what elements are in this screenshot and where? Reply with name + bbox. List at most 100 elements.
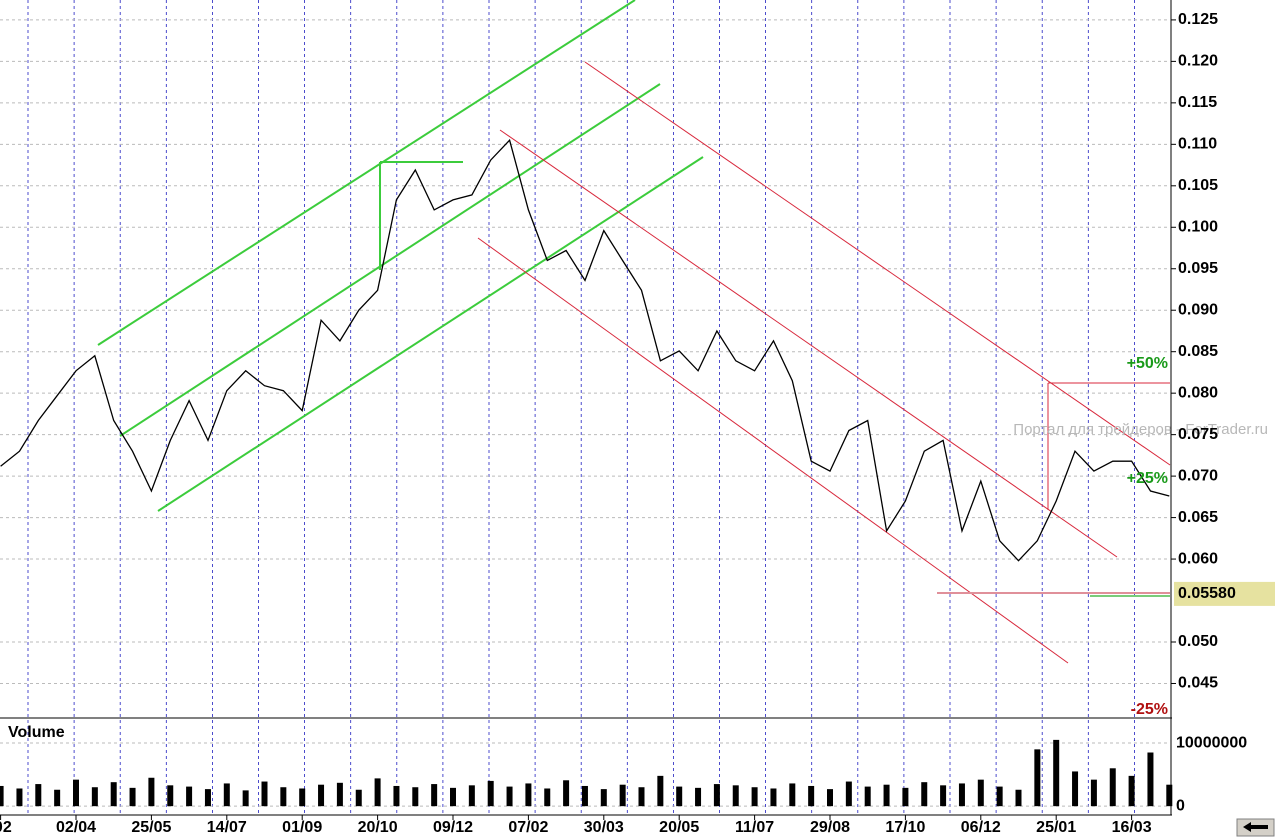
price-line [0, 138, 1170, 562]
volume-bar [1053, 739, 1060, 807]
green-channel [97, 0, 704, 512]
volume-bar [91, 787, 98, 807]
volume-bar [148, 777, 155, 807]
volume-bar [242, 790, 249, 807]
trend-line [499, 129, 1118, 558]
volume-bar [751, 787, 758, 807]
volume-bar [336, 782, 343, 807]
y-tick-label: 0.045 [1178, 675, 1218, 692]
arrow-icon[interactable] [1243, 822, 1268, 832]
y-tick-label: 0.095 [1178, 260, 1218, 277]
y-tick-label: 0.085 [1178, 343, 1218, 360]
y-tick-label: 0.080 [1178, 384, 1218, 401]
volume-bar [845, 781, 852, 807]
volume-bar [902, 787, 909, 807]
volume-bar [563, 780, 570, 807]
volume-bar [223, 783, 230, 807]
volume-bar [883, 784, 890, 807]
volume-bar [73, 779, 79, 807]
volume-bar [1015, 789, 1022, 807]
y-tick-label: 0.060 [1178, 550, 1218, 567]
volume-bar [280, 787, 287, 807]
volume-bar [186, 786, 193, 807]
marks [0, 138, 1173, 807]
red-channel [477, 61, 1171, 664]
volume-bar [638, 787, 645, 807]
x-tick-label: 01/09 [282, 819, 322, 836]
x-tick-label: /02 [0, 819, 12, 836]
volume-bar [468, 785, 475, 807]
annotation: +50% [1127, 355, 1168, 372]
y-tick-label: 0.100 [1178, 218, 1218, 235]
volume-bar [167, 785, 174, 807]
y-tick-label: 0.090 [1178, 301, 1218, 318]
y-tick-label: 0.105 [1178, 177, 1218, 194]
x-tick-label: 02/04 [56, 819, 96, 836]
volume-bar [695, 787, 702, 807]
volume-bar [713, 784, 720, 807]
volume-bar [412, 787, 419, 807]
volume-bar [525, 783, 532, 807]
volume-bar [581, 785, 588, 807]
scroll-button[interactable] [1236, 818, 1275, 837]
panel-title: Volume [8, 724, 65, 741]
price-label: 0.05580 [1178, 585, 1236, 602]
trend-line [584, 61, 1171, 466]
y-tick-label: 0.120 [1178, 53, 1218, 70]
volume-bar [921, 782, 928, 807]
volume-bar [977, 779, 984, 807]
volume-bar [355, 789, 362, 807]
volume-bar [1147, 752, 1154, 807]
volume-bar [940, 785, 947, 807]
volume-bar [16, 788, 23, 807]
x-tick-label: 11/07 [735, 819, 774, 836]
volume-bar [54, 789, 61, 807]
y-tick-label: 10000000 [1176, 734, 1247, 751]
volume-bar [676, 786, 683, 807]
volume-bar [450, 787, 456, 807]
volume-bar [0, 785, 4, 807]
y-tick-label: 0.125 [1178, 11, 1218, 28]
volume-bar [619, 784, 626, 807]
x-tick-label: 25/01 [1036, 819, 1076, 836]
volume-bar [864, 786, 871, 807]
volume-bar [299, 788, 306, 807]
volume-bar [1034, 749, 1041, 807]
x-tick-label: 20/10 [358, 819, 398, 836]
grid [0, 0, 1170, 815]
trend-line [97, 0, 636, 346]
x-tick-label: 06/12 [961, 819, 1001, 836]
watermark: Портал для трейдеров - ForTrader.ru [1013, 421, 1268, 438]
x-tick-label: 29/08 [810, 819, 850, 836]
volume-bar [808, 785, 815, 807]
volume-bar [996, 786, 1003, 807]
volume-bar [958, 783, 965, 807]
volume-bar [1109, 768, 1116, 807]
price-label-box [1174, 581, 1275, 606]
y-tick-label: 0.115 [1178, 94, 1217, 111]
volume-bar [431, 784, 438, 807]
volume-bar [318, 784, 325, 807]
volume-bar [129, 787, 136, 807]
volume-bar [261, 781, 268, 807]
x-tick-label: 16/03 [1112, 819, 1152, 836]
x-tick-label: 17/10 [885, 819, 925, 836]
x-tick-label: 14/07 [207, 819, 247, 836]
volume-bar [732, 785, 739, 807]
y-tick-label: 0.075 [1178, 426, 1218, 443]
volume-bar [1166, 784, 1173, 807]
volume-bar [487, 780, 494, 807]
volume-bar [544, 788, 551, 807]
trend-line [119, 83, 661, 437]
volume-bar [770, 788, 777, 807]
volume-bar [393, 785, 400, 807]
y-tick-label: 0.050 [1178, 633, 1218, 650]
annotation: -25% [1131, 701, 1168, 718]
x-tick-label: 20/05 [659, 819, 699, 836]
volume-bar [204, 789, 211, 807]
x-tick-label: 25/05 [131, 819, 171, 836]
y-tick-label: 0.065 [1178, 509, 1218, 526]
volume-bar [1090, 779, 1097, 807]
